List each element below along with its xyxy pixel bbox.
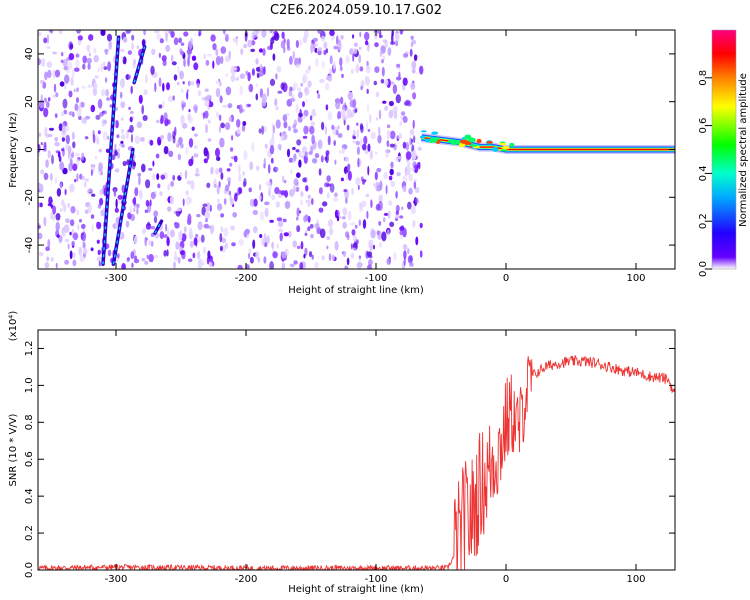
spectrogram-signal-blob <box>492 146 499 152</box>
x-tick-label: 0 <box>503 574 509 585</box>
spectrogram-xlabel: Height of straight line (km) <box>288 285 424 296</box>
snr-multiplier: (x10⁴) <box>8 311 19 342</box>
spectrogram-streak <box>132 44 147 85</box>
spectrogram-signal-blob <box>419 135 425 139</box>
colorbar-tick-label: 0.6 <box>698 118 709 134</box>
snr-panel: -300 -200 -100 0 100 0.0 0.2 0.4 0.6 0.8 1.0 1.2 H… <box>8 311 676 595</box>
spectrogram-signal-blob <box>486 141 493 144</box>
snr-line <box>38 355 675 570</box>
colorbar: 0.0 0.2 0.4 0.6 0.8 Normalized spectral ampl… <box>698 29 749 277</box>
snr-frame <box>37 329 676 571</box>
colorbar-tick-label: 0.4 <box>698 165 709 181</box>
colorbar-label: Normalized spectral amplitude <box>738 73 749 227</box>
spectrogram-signal-blob <box>449 140 455 143</box>
snr-xlabel: Height of straight line (km) <box>288 584 424 595</box>
snr-ylabel: SNR (10 * V/V) <box>8 413 19 486</box>
x-tick-label: 100 <box>626 273 645 284</box>
y-tick-label: 0 <box>24 146 35 152</box>
x-tick-label: -100 <box>365 574 388 585</box>
y-tick-label: 0.4 <box>24 488 35 504</box>
spectrogram-signal-blob <box>476 138 482 144</box>
x-tick-label: 100 <box>626 574 645 585</box>
y-tick-label: -20 <box>24 189 35 205</box>
y-tick-label: 40 <box>24 48 35 61</box>
spectrogram-signal-blob <box>431 131 439 135</box>
spectrogram-signal-blob <box>458 142 466 148</box>
spectrogram-signal-blob <box>471 144 478 147</box>
spectrogram-signal-blob <box>498 142 506 146</box>
y-tick-label: 0.8 <box>24 414 35 430</box>
spectrogram-signal-blob <box>501 145 510 150</box>
spectrogram-noise <box>38 30 424 269</box>
colorbar-tick-label: 0.2 <box>698 213 709 229</box>
x-tick-label: -300 <box>105 574 128 585</box>
x-tick-label: -200 <box>235 273 258 284</box>
y-tick-label: 20 <box>24 95 35 108</box>
colorbar-tick-label: 0.0 <box>698 261 709 277</box>
colorbar-tick-label: 0.8 <box>698 70 709 86</box>
y-tick-label: 1.2 <box>24 341 35 357</box>
x-tick-label: 0 <box>503 273 509 284</box>
spectrogram-signal-blob <box>420 130 427 133</box>
chart-title: C2E6.2024.059.10.17.G02 <box>270 3 442 18</box>
spectrogram-streak-core <box>102 37 120 265</box>
y-tick-label: -40 <box>24 237 35 253</box>
x-tick-label: -200 <box>235 574 258 585</box>
spectrogram-signal-blob <box>468 139 476 142</box>
spectrogram-ylabel: Frequency (Hz) <box>8 112 19 188</box>
spectrogram-signal-blob <box>500 149 508 152</box>
spectrogram-signal-blob <box>425 138 430 143</box>
y-tick-label: 0.6 <box>24 451 35 467</box>
x-tick-label: -300 <box>105 273 128 284</box>
y-tick-label: 1.0 <box>24 377 35 393</box>
spectrogram-streak-core <box>112 149 134 265</box>
colorbar-gradient <box>711 29 737 270</box>
y-tick-label: 0.2 <box>24 525 35 541</box>
spectrogram-streak-core <box>154 220 163 234</box>
spectrogram-signal-blob <box>430 137 438 143</box>
y-tick-label: 0.0 <box>24 562 35 578</box>
x-tick-label: -100 <box>365 273 388 284</box>
spectrogram-signal-blob <box>509 142 515 147</box>
